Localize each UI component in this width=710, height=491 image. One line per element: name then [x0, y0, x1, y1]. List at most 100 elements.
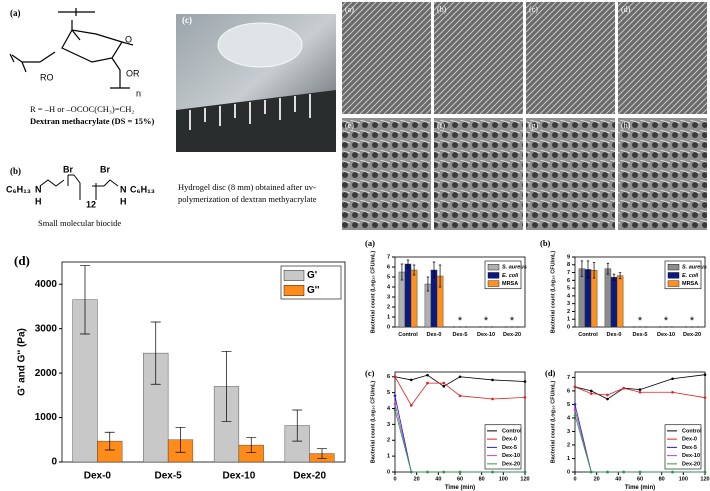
- text: R = –H or –OCOC(CH₃)=CH₂: [30, 104, 134, 114]
- error-bar: [612, 273, 616, 281]
- legend-label: MRSA: [502, 281, 518, 287]
- point: [393, 375, 397, 379]
- x-tick-label: Dex-10: [657, 332, 675, 338]
- legend-swatch: [667, 264, 680, 271]
- annotation: *: [664, 315, 669, 327]
- legend-label: Control: [502, 428, 522, 434]
- chart-title: (d): [14, 253, 30, 268]
- x-tick-label: Control: [578, 332, 598, 338]
- y-tick-label: 0: [567, 469, 570, 475]
- y-tick-label: 3: [387, 422, 390, 428]
- x-axis-label: Time (min): [445, 485, 475, 491]
- point: [523, 380, 527, 383]
- point: [638, 470, 642, 474]
- y-axis-label: Bacterial count (Log₁₀ CFU/mL): [370, 251, 376, 334]
- legend-label: Dex-20: [502, 461, 520, 467]
- point: [491, 378, 494, 382]
- text: Small molecular biocide: [38, 218, 121, 228]
- dextran-structure: [9, 8, 134, 89]
- x-tick-label: Dex-5: [155, 471, 183, 482]
- point: [458, 375, 462, 379]
- y-tick-label: 0: [387, 469, 390, 475]
- y-tick-label: 1: [387, 314, 390, 320]
- bar: [590, 270, 598, 328]
- sem-image: [618, 118, 707, 230]
- sem-image: [526, 118, 615, 230]
- error-bar: [586, 260, 590, 279]
- atom: C₆H₁₃: [130, 184, 155, 194]
- x-tick-label: Control: [398, 332, 418, 338]
- y-tick-label: 9: [567, 254, 570, 260]
- x-tick-label: Dex-10: [477, 332, 495, 338]
- point: [409, 378, 413, 382]
- chart-title: (c): [365, 368, 375, 378]
- y-axis-label: Bacterial count (Log₁₀ CFU/mL): [550, 251, 556, 334]
- point: [426, 381, 429, 385]
- point: [589, 470, 593, 474]
- sem-label: (g): [529, 121, 539, 130]
- legend-swatch: [667, 272, 680, 279]
- point: [523, 470, 527, 474]
- x-tick-label: Dex-20: [683, 332, 701, 338]
- atom: n: [136, 88, 141, 98]
- x-tick-label: 20: [594, 477, 600, 483]
- x-tick-label: 20: [414, 477, 420, 483]
- y-tick-label: 3: [387, 294, 390, 300]
- bar: [410, 269, 418, 328]
- x-tick-label: 100: [499, 477, 508, 483]
- y-tick-label: 4: [567, 415, 571, 421]
- legend-label: Control: [682, 428, 702, 434]
- sem-label: (f): [437, 121, 445, 130]
- point: [671, 377, 674, 381]
- legend-label: Dex-20: [682, 461, 700, 467]
- point: [622, 386, 626, 390]
- error-bar: [221, 350, 232, 422]
- legend-swatch: [487, 264, 500, 271]
- y-tick-label: 2: [387, 438, 390, 444]
- point: [458, 470, 462, 474]
- point: [442, 384, 446, 388]
- x-axis-label: Time (min): [625, 485, 655, 491]
- series-line: [394, 376, 526, 407]
- y-tick-label: 4: [387, 284, 391, 290]
- x-tick-label: 120: [520, 477, 529, 483]
- bar: [578, 268, 586, 328]
- legend-swatch: [667, 280, 680, 287]
- legend-label: G'': [307, 285, 320, 296]
- x-tick-label: Dex-10: [222, 471, 255, 482]
- bar: [604, 268, 612, 328]
- x-tick-label: Dex-5: [453, 332, 468, 338]
- hydrogel-disc: [217, 22, 303, 68]
- y-tick-label: 2: [567, 309, 570, 315]
- error-bar: [175, 426, 186, 453]
- y-tick-label: 4: [387, 406, 391, 412]
- x-tick-label: 80: [479, 477, 485, 483]
- legend-swatch: [487, 272, 500, 279]
- bonds: [9, 8, 134, 89]
- y-tick-label: 6: [387, 264, 390, 270]
- ruler-ticks: [189, 94, 311, 130]
- annotation: *: [510, 315, 515, 327]
- error-bar: [426, 276, 430, 292]
- legend-label: S. aureus: [502, 265, 527, 271]
- atom: N: [35, 184, 42, 194]
- y-tick-label: 5: [387, 390, 390, 396]
- legend-label: S. aureus: [682, 265, 707, 271]
- x-tick-label: Dex-20: [503, 332, 521, 338]
- error-bar: [580, 260, 584, 277]
- y-tick-label: 1: [567, 317, 570, 323]
- error-bar: [246, 437, 257, 454]
- y-tick-label: 7: [387, 254, 390, 260]
- point: [409, 470, 413, 474]
- point: [638, 388, 642, 391]
- text: Dextran methacrylate (DS = 15%): [30, 116, 154, 126]
- point: [703, 373, 707, 377]
- point: [573, 385, 577, 389]
- legend-label: Dex-5: [502, 445, 517, 451]
- y-tick-label: 2: [567, 442, 570, 448]
- y-tick-label: 1000: [35, 412, 58, 423]
- sem-label: (h): [621, 121, 631, 130]
- point: [426, 470, 429, 474]
- y-tick-label: 5: [387, 274, 390, 280]
